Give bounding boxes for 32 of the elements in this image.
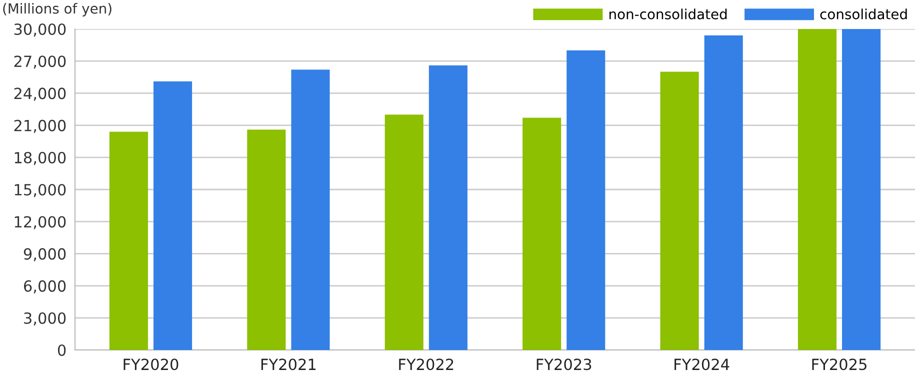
bar (660, 72, 699, 350)
bar (428, 65, 468, 350)
y-tick-label: 18,000 (14, 152, 66, 165)
y-tick-label: 12,000 (14, 216, 66, 230)
legend-label: consolidated (820, 8, 907, 20)
bar (291, 70, 330, 350)
y-tick-label: 3,000 (24, 312, 66, 326)
legend-label: non-consolidated (609, 8, 727, 20)
x-tick-label: FY2025 (812, 358, 866, 370)
y-tick-label: 24,000 (14, 88, 66, 101)
y-tick-label: 15,000 (14, 184, 66, 198)
bar (109, 132, 148, 350)
bar (842, 29, 881, 350)
bar (522, 118, 562, 350)
y-tick-label: 6,000 (24, 280, 66, 294)
bar (798, 29, 837, 350)
bar (704, 35, 743, 350)
x-tick-label: FY2021 (261, 358, 316, 370)
x-tick-label: FY2024 (674, 358, 730, 370)
x-tick-label: FY2023 (536, 358, 592, 370)
y-tick-label: 21,000 (14, 120, 66, 133)
x-tick-label: FY2020 (124, 358, 178, 370)
y-tick-label: 27,000 (14, 56, 66, 69)
bar (384, 114, 424, 350)
y-tick-label: 9,000 (24, 248, 66, 262)
bar (566, 50, 606, 350)
bar (247, 130, 286, 350)
x-tick-label: FY2022 (399, 358, 454, 370)
y-axis-title: (Millions of yen) (3, 3, 112, 16)
y-tick-label: 30,000 (14, 23, 66, 37)
bar (153, 81, 192, 350)
y-tick-label: 0 (58, 344, 66, 356)
